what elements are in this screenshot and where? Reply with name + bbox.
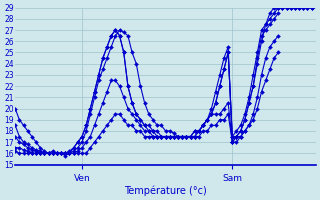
X-axis label: Température (°c): Température (°c)	[124, 185, 207, 196]
